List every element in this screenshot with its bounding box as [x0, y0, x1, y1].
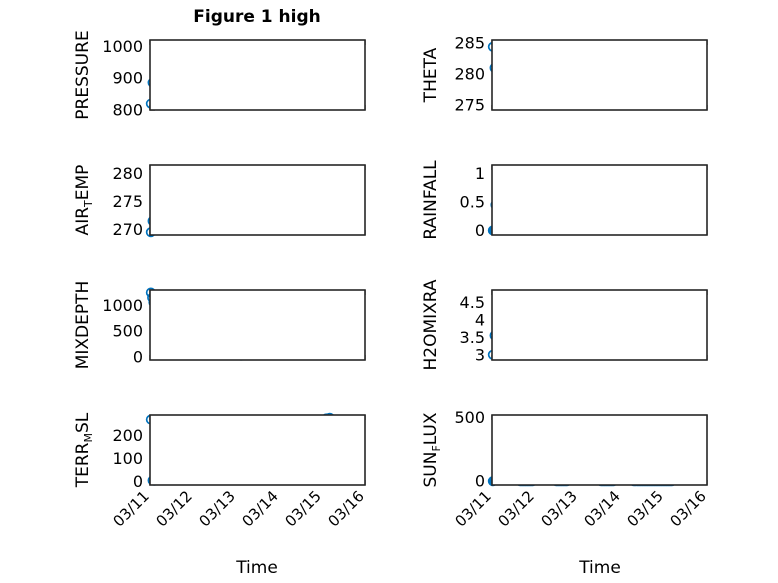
subplot-h2o_mixing_ratio: 33.544.5 H2OMIXRA — [421, 279, 708, 371]
subplot-theta: 275 280 285 THETA — [421, 34, 708, 115]
y-axis-label: THETA — [421, 47, 441, 103]
y-axis-label: SUNFLUX — [421, 412, 443, 487]
y-tick-label: 280 — [454, 65, 485, 84]
y-axis-label: H2OMIXRA — [421, 279, 441, 370]
x-axis-label-left: Time — [235, 558, 278, 578]
y-tick-label: 4 — [475, 310, 485, 329]
subplot-air_temp: 270 275 280 AIRTEMP — [73, 164, 366, 239]
y-tick-label: 0 — [133, 472, 143, 491]
y-tick-label: 200 — [112, 426, 143, 445]
y-tick-label: 3.5 — [460, 328, 485, 347]
y-tick-label: 0 — [475, 472, 485, 491]
y-tick-label: 4.5 — [460, 293, 485, 312]
y-axis-label: PRESSURE — [73, 30, 93, 119]
y-axis-label: TERRMSL — [73, 412, 95, 488]
y-tick-label: 1000 — [102, 37, 143, 56]
y-tick-label: 275 — [454, 96, 485, 115]
y-axis-label: AIRTEMP — [73, 165, 95, 236]
y-tick-label: 3 — [475, 345, 485, 364]
subplot-rainfall: 0 0.5 1 RAINFALL — [421, 160, 708, 240]
y-tick-label: 1 — [475, 164, 485, 183]
subplot-mixdepth: 0 500 1000 MIXDEPTH — [73, 281, 366, 370]
y-tick-label: 285 — [454, 34, 485, 53]
y-tick-label: 0.5 — [460, 192, 485, 211]
y-tick-label: 100 — [112, 449, 143, 468]
y-tick-label: 1000 — [102, 296, 143, 315]
y-tick-label: 800 — [112, 101, 143, 120]
y-tick-label: 270 — [112, 220, 143, 239]
y-tick-label: 275 — [112, 192, 143, 211]
y-tick-label: 0 — [475, 221, 485, 240]
y-axis-label: RAINFALL — [421, 160, 441, 240]
subplot-pressure: 800 900 1000 PRESSURE — [73, 30, 366, 120]
x-axis-label-right: Time — [578, 558, 621, 578]
y-tick-label: 500 — [112, 322, 143, 341]
y-tick-label: 280 — [112, 164, 143, 183]
figure-title: Figure 1 high — [193, 7, 321, 27]
y-tick-label: 900 — [112, 69, 143, 88]
y-tick-label: 500 — [454, 408, 485, 427]
y-axis-label: MIXDEPTH — [73, 281, 93, 370]
y-tick-label: 0 — [133, 347, 143, 366]
